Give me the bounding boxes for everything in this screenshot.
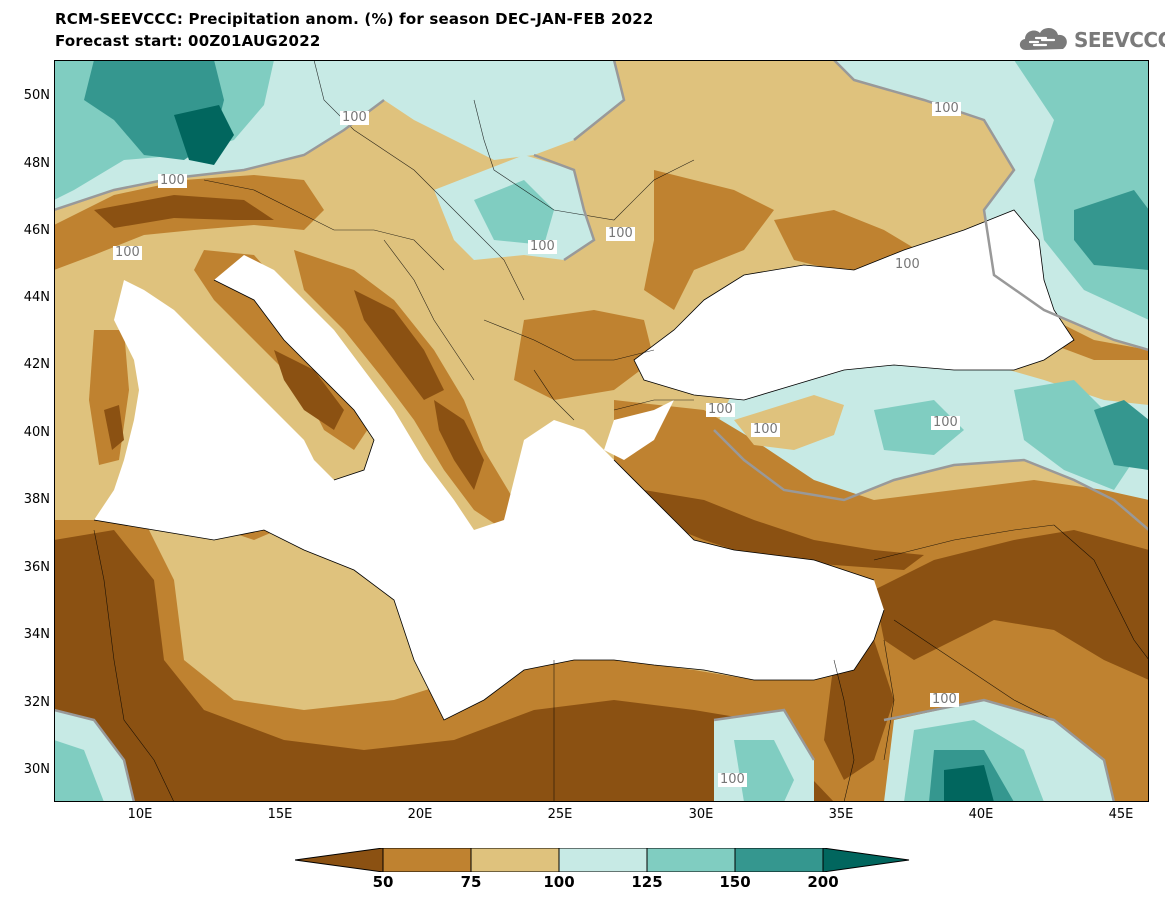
lat-label: 46N xyxy=(23,223,50,238)
field-above-normal-northeast xyxy=(834,60,1149,350)
seevccc-logo: SEEVCCC xyxy=(1016,22,1165,56)
colorbar-segment-below-50 xyxy=(295,848,384,872)
lat-label: 38N xyxy=(23,492,50,507)
colorbar xyxy=(295,848,910,872)
colorbar-segment-150-200 xyxy=(734,848,824,872)
contour-label-100: 100 xyxy=(606,226,635,241)
colorbar-tick-label: 75 xyxy=(460,873,482,891)
contour-label-100: 100 xyxy=(931,415,960,430)
cloud-icon xyxy=(1019,27,1067,50)
colorbar-segment-above-200 xyxy=(822,848,910,872)
coastlines xyxy=(93,209,1075,721)
field-below-normal-south xyxy=(54,520,1149,802)
colorbar-segment-100-125 xyxy=(558,848,648,872)
lat-label: 30N xyxy=(23,762,50,777)
colorbar-segment-125-150 xyxy=(646,848,736,872)
contour-label-100: 100 xyxy=(113,245,142,260)
precipitation-anomaly-map xyxy=(54,60,1149,802)
country-borders xyxy=(93,60,1149,802)
contour-label-100: 100 xyxy=(706,402,735,417)
lat-label: 40N xyxy=(23,425,50,440)
forecast-start: Forecast start: 00Z01AUG2022 xyxy=(55,32,321,50)
field-above-normal-northwest xyxy=(54,60,384,210)
lat-label: 44N xyxy=(23,290,50,305)
contour-label-100: 100 xyxy=(718,772,747,787)
contour-label-100: 100 xyxy=(930,692,959,707)
field-above-normal-south xyxy=(54,700,1114,802)
sea-mask xyxy=(94,210,1074,720)
colorbar-tick-label: 200 xyxy=(807,873,839,891)
colorbar-tick-label: 50 xyxy=(372,873,394,891)
black-sea xyxy=(634,210,1074,400)
lat-label: 34N xyxy=(23,627,50,642)
lon-label: 10E xyxy=(127,807,153,822)
lat-label: 32N xyxy=(23,695,50,710)
colorbar-segment-50-75 xyxy=(382,848,472,872)
contour-label-100: 100 xyxy=(932,101,961,116)
lon-label: 40E xyxy=(968,807,994,822)
map-title-block: RCM-SEEVCCC: Precipitation anom. (%) for… xyxy=(55,8,654,52)
lat-label: 36N xyxy=(23,560,50,575)
field-below-normal-alps xyxy=(54,175,324,270)
lon-label: 35E xyxy=(828,807,854,822)
colorbar-segment-75-100 xyxy=(470,848,560,872)
lat-label: 48N xyxy=(23,156,50,171)
field-below-normal-italy-balkans xyxy=(194,250,514,530)
contour-label-100: 100 xyxy=(158,173,187,188)
colorbar-tick-label: 125 xyxy=(631,873,663,891)
contour-label-100: 100 xyxy=(893,257,922,272)
lon-label: 20E xyxy=(407,807,433,822)
logo-text: SEEVCCC xyxy=(1074,28,1165,52)
colorbar-tick-label: 150 xyxy=(719,873,751,891)
lon-label: 25E xyxy=(547,807,573,822)
lon-label: 15E xyxy=(267,807,293,822)
contour-label-100: 100 xyxy=(751,422,780,437)
contour-100-lines xyxy=(54,60,1149,802)
lat-label: 50N xyxy=(23,88,50,103)
field-above-normal-central xyxy=(384,60,624,260)
contour-label-100: 100 xyxy=(340,110,369,125)
colorbar-tick-label: 100 xyxy=(543,873,575,891)
map-title: RCM-SEEVCCC: Precipitation anom. (%) for… xyxy=(55,10,654,28)
lon-label: 45E xyxy=(1108,807,1134,822)
contour-label-100: 100 xyxy=(528,239,557,254)
lat-label: 42N xyxy=(23,357,50,372)
lon-label: 30E xyxy=(688,807,714,822)
